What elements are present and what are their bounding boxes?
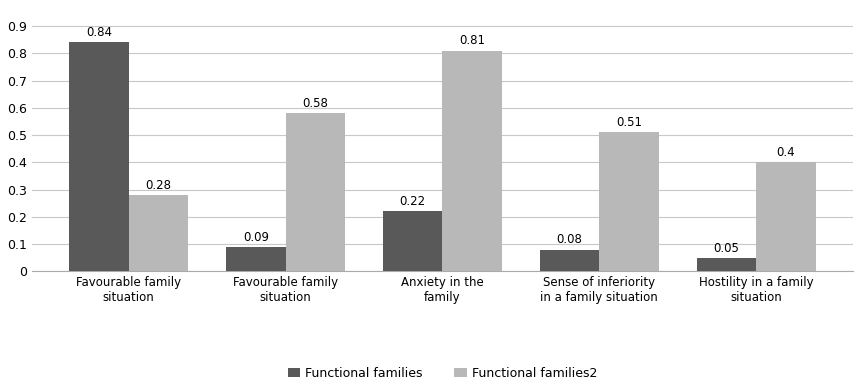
Text: 0.84: 0.84	[86, 26, 112, 39]
Bar	[697, 258, 756, 271]
Text: 0.81: 0.81	[459, 34, 485, 47]
Text: 0.4: 0.4	[777, 146, 796, 159]
Text: 0.05: 0.05	[714, 242, 740, 254]
Bar	[599, 132, 659, 271]
Text: 0.58: 0.58	[303, 97, 329, 110]
Text: 0.28: 0.28	[145, 179, 171, 192]
Text: 0.09: 0.09	[243, 231, 269, 244]
Bar	[226, 247, 286, 271]
Text: 0.08: 0.08	[556, 233, 582, 246]
Bar	[442, 51, 502, 271]
Bar	[540, 250, 599, 271]
Text: 0.22: 0.22	[400, 195, 426, 208]
Text: 0.51: 0.51	[616, 116, 642, 129]
Legend: Functional families, Functional families2: Functional families, Functional families…	[283, 362, 602, 377]
Bar	[286, 113, 345, 271]
Bar	[129, 195, 188, 271]
Bar	[756, 162, 816, 271]
Bar	[69, 42, 129, 271]
Bar	[383, 211, 442, 271]
